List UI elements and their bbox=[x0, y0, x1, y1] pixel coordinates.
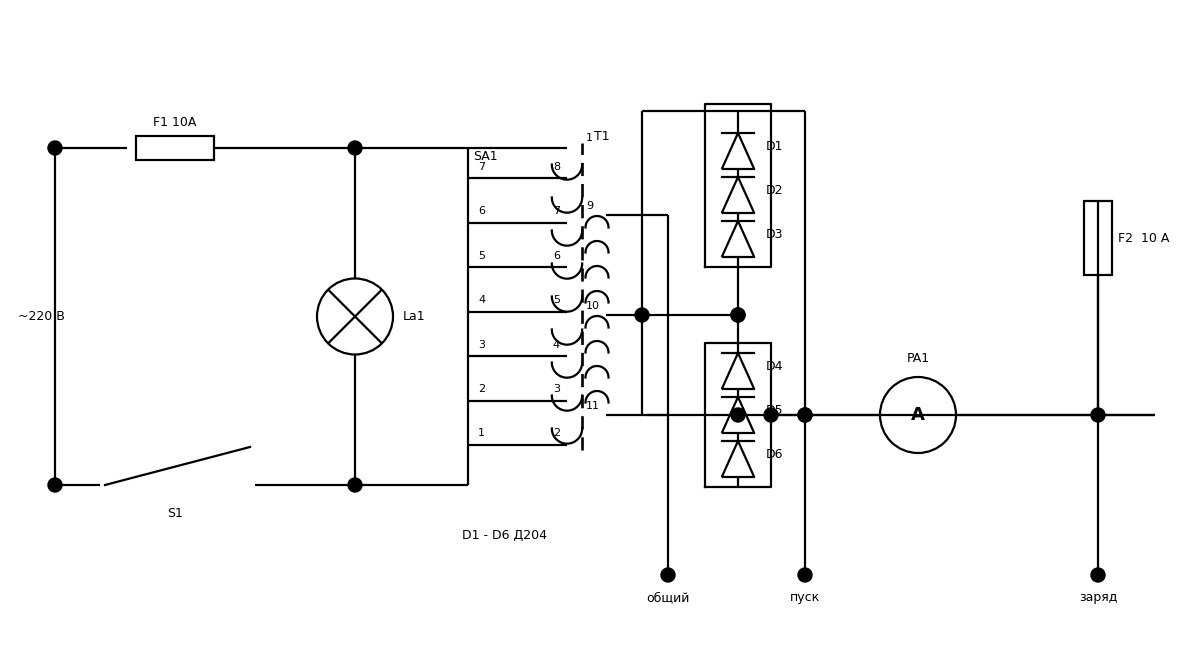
Text: 11: 11 bbox=[586, 401, 600, 411]
Circle shape bbox=[48, 141, 62, 155]
Text: F1 10A: F1 10A bbox=[154, 116, 197, 129]
Text: заряд: заряд bbox=[1079, 591, 1117, 604]
Circle shape bbox=[348, 141, 362, 155]
Circle shape bbox=[731, 308, 745, 322]
Text: 3: 3 bbox=[553, 384, 560, 394]
Text: 8: 8 bbox=[553, 161, 560, 172]
Circle shape bbox=[661, 568, 674, 582]
Text: D1: D1 bbox=[766, 140, 784, 153]
Circle shape bbox=[731, 408, 745, 422]
Text: T1: T1 bbox=[586, 130, 610, 143]
Text: D2: D2 bbox=[766, 183, 784, 197]
Text: 2: 2 bbox=[478, 384, 485, 394]
Text: 5: 5 bbox=[478, 251, 485, 261]
Text: D6: D6 bbox=[766, 447, 784, 460]
Text: 5: 5 bbox=[553, 295, 560, 305]
Bar bbox=[136, 136, 214, 160]
Text: 4: 4 bbox=[478, 295, 485, 305]
Circle shape bbox=[798, 408, 812, 422]
Text: D4: D4 bbox=[766, 360, 784, 372]
Text: La1: La1 bbox=[403, 310, 426, 323]
Text: 9: 9 bbox=[586, 201, 593, 211]
Text: 6: 6 bbox=[553, 251, 560, 261]
Text: пуск: пуск bbox=[790, 591, 820, 604]
Text: 1: 1 bbox=[586, 133, 593, 143]
Circle shape bbox=[764, 408, 778, 422]
Text: 2: 2 bbox=[553, 428, 560, 439]
Text: 6: 6 bbox=[478, 206, 485, 216]
Text: D3: D3 bbox=[766, 227, 784, 240]
Text: D1 - D6 Д204: D1 - D6 Д204 bbox=[462, 528, 547, 541]
Text: 4: 4 bbox=[553, 340, 560, 349]
Text: 1: 1 bbox=[478, 428, 485, 439]
Circle shape bbox=[1091, 568, 1105, 582]
Text: F2  10 A: F2 10 A bbox=[1118, 232, 1169, 244]
Text: A: A bbox=[911, 406, 925, 424]
Text: общий: общий bbox=[647, 591, 690, 604]
Circle shape bbox=[1091, 408, 1105, 422]
Text: ~220 В: ~220 В bbox=[18, 310, 65, 323]
Text: D5: D5 bbox=[766, 404, 784, 417]
Text: 7: 7 bbox=[478, 161, 485, 172]
Text: 3: 3 bbox=[478, 340, 485, 349]
Text: S1: S1 bbox=[167, 507, 182, 520]
Circle shape bbox=[798, 568, 812, 582]
Circle shape bbox=[798, 408, 812, 422]
Circle shape bbox=[635, 308, 649, 322]
Text: 10: 10 bbox=[586, 301, 600, 311]
Text: 7: 7 bbox=[553, 206, 560, 216]
Circle shape bbox=[48, 478, 62, 492]
Text: SA1: SA1 bbox=[473, 150, 498, 163]
Circle shape bbox=[348, 478, 362, 492]
Text: PA1: PA1 bbox=[906, 352, 930, 365]
Bar bbox=[1084, 201, 1112, 275]
Circle shape bbox=[731, 308, 745, 322]
